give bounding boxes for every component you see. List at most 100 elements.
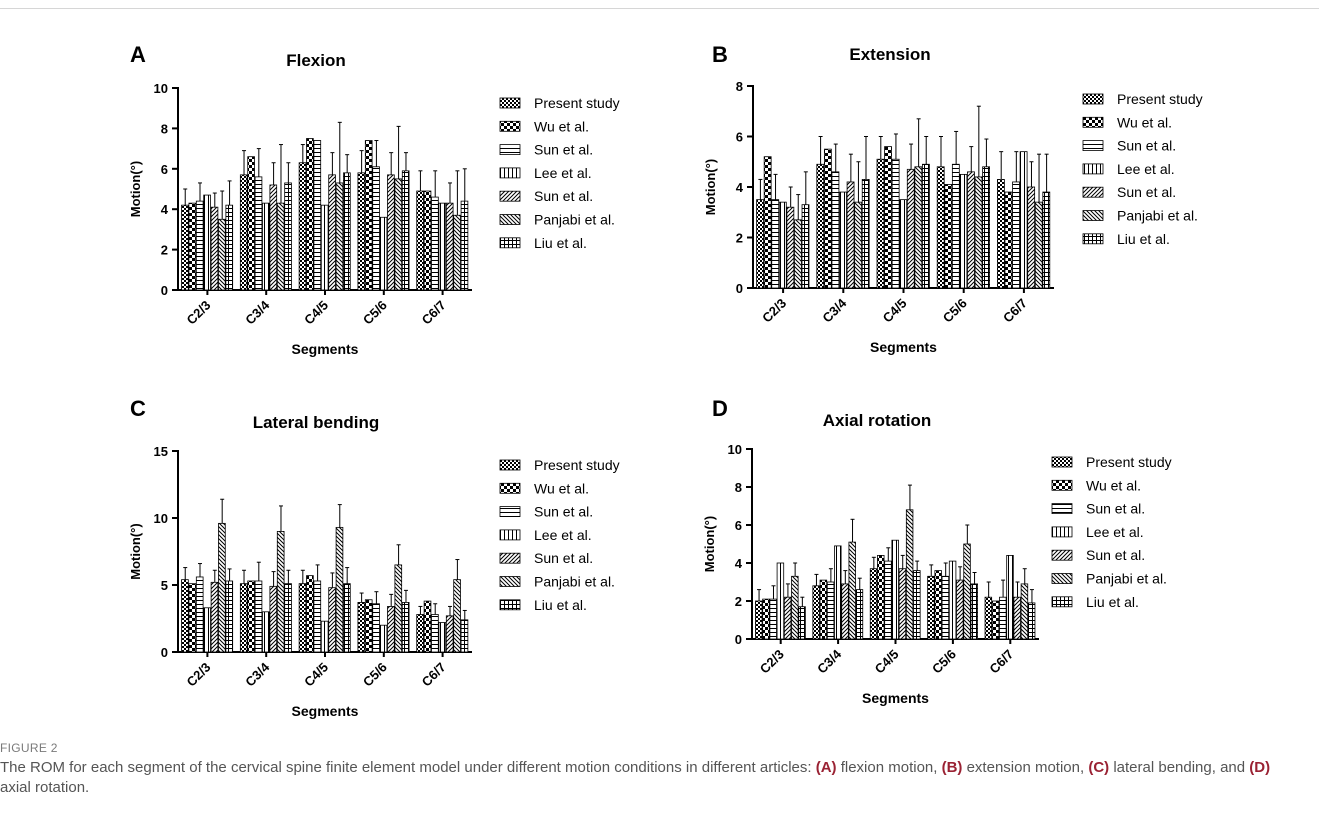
bar <box>402 171 409 290</box>
panel-letter: A <box>130 42 146 67</box>
bar <box>329 588 336 652</box>
y-tick-label: 8 <box>161 121 168 136</box>
y-tick-label: 6 <box>735 518 742 533</box>
y-tick-label: 6 <box>736 130 743 145</box>
bar <box>307 576 314 652</box>
legend: Present study Wu et al. Sun et al. Lee et a… <box>1083 91 1203 247</box>
bar <box>182 205 189 290</box>
bar <box>358 602 365 652</box>
x-axis-label: Segments <box>292 341 359 357</box>
bar <box>892 540 899 639</box>
bar <box>365 141 372 290</box>
bar <box>900 200 907 288</box>
bar <box>196 577 203 652</box>
legend-swatch <box>500 553 520 563</box>
bar <box>240 584 247 652</box>
chart-title: Extension <box>849 45 930 64</box>
legend-entry: Lee et al. <box>1117 161 1175 177</box>
y-tick-label: 4 <box>736 180 744 195</box>
chart-panel-b: B Extension02468Motion(°)C2/3 C3/4 C4/5 C5/6… <box>703 42 1203 355</box>
caption-text-part: flexion motion, <box>837 759 942 776</box>
bar <box>892 159 899 288</box>
y-axis-label: Motion(°) <box>702 516 717 572</box>
x-tick-label: C4/5 <box>301 298 331 328</box>
legend-entry: Wu et al. <box>1086 477 1141 493</box>
bar <box>813 586 820 639</box>
legend-swatch <box>500 168 520 178</box>
caption-marker-b: (B) <box>942 759 963 776</box>
legend: Present study Wu et al. Sun et al. Lee et a… <box>1052 454 1172 610</box>
bar <box>446 203 453 290</box>
x-tick-label: C3/4 <box>242 297 273 328</box>
bar <box>270 586 277 652</box>
bar <box>906 510 913 639</box>
y-tick-label: 0 <box>735 632 742 647</box>
bar <box>196 201 203 290</box>
bar <box>856 590 863 639</box>
x-tick-label: C4/5 <box>301 660 331 690</box>
bar <box>299 584 306 652</box>
y-tick-label: 0 <box>161 645 168 660</box>
caption-marker-d: (D) <box>1249 759 1270 776</box>
legend-swatch <box>500 98 520 108</box>
x-tick-label: C2/3 <box>183 660 213 690</box>
bar <box>787 207 794 288</box>
legend-entry: Panjabi et al. <box>534 212 615 228</box>
bar <box>914 571 921 639</box>
bar <box>942 576 949 639</box>
x-tick-label: C5/6 <box>360 298 390 328</box>
bar <box>380 625 387 652</box>
legend-entry: Sun et al. <box>534 504 593 520</box>
legend-swatch <box>1083 187 1103 197</box>
legend-entry: Sun et al. <box>1086 547 1145 563</box>
bar <box>755 601 762 639</box>
bar <box>985 597 992 639</box>
bar <box>454 580 461 652</box>
bar <box>784 597 791 639</box>
bar <box>388 175 395 290</box>
y-tick-label: 10 <box>154 511 168 526</box>
caption-text-part: axial rotation. <box>0 779 89 796</box>
x-tick-label: C6/7 <box>419 298 449 328</box>
x-axis-label: Segments <box>862 690 929 706</box>
bar <box>255 581 262 652</box>
legend: Present study Wu et al. Sun et al. Lee et a… <box>500 457 620 613</box>
bar <box>432 614 439 652</box>
x-tick-label: C6/7 <box>419 660 449 690</box>
x-tick-label: C2/3 <box>757 647 787 677</box>
legend-entry: Sun et al. <box>1117 138 1176 154</box>
bar <box>182 580 189 652</box>
bar <box>336 183 343 290</box>
chart-panel-a: A Flexion 0 2 4 6 8 10 Motion(°) C2/3 C3/4 C4/5 C5/6… <box>128 42 620 357</box>
legend-entry: Sun et al. <box>534 550 593 566</box>
bar <box>343 173 350 290</box>
y-tick-label: 10 <box>154 81 168 96</box>
legend-entry: Present study <box>534 95 620 111</box>
bar <box>461 201 468 290</box>
bar <box>799 607 806 639</box>
bar <box>321 205 328 290</box>
legend-swatch <box>1083 164 1103 174</box>
bar <box>395 179 402 290</box>
bar <box>446 616 453 652</box>
x-tick-label: C3/4 <box>242 659 273 690</box>
bar <box>999 597 1006 639</box>
legend-swatch <box>500 191 520 201</box>
bar <box>277 203 284 290</box>
legend-swatch <box>1083 211 1103 221</box>
legend-swatch <box>500 238 520 248</box>
bar <box>834 546 841 639</box>
legend-swatch <box>500 215 520 225</box>
figure-caption: FIGURE 2 The ROM for each segment of the… <box>0 741 1300 798</box>
bar <box>957 580 964 639</box>
bar <box>380 217 387 290</box>
legend-entry: Present study <box>534 457 620 473</box>
bar <box>757 200 764 288</box>
bar <box>842 584 849 639</box>
legend-swatch <box>1052 504 1072 514</box>
bar <box>336 527 343 652</box>
y-tick-label: 4 <box>161 202 169 217</box>
bar <box>432 197 439 290</box>
legend-swatch <box>1052 480 1072 490</box>
bar <box>907 169 914 288</box>
